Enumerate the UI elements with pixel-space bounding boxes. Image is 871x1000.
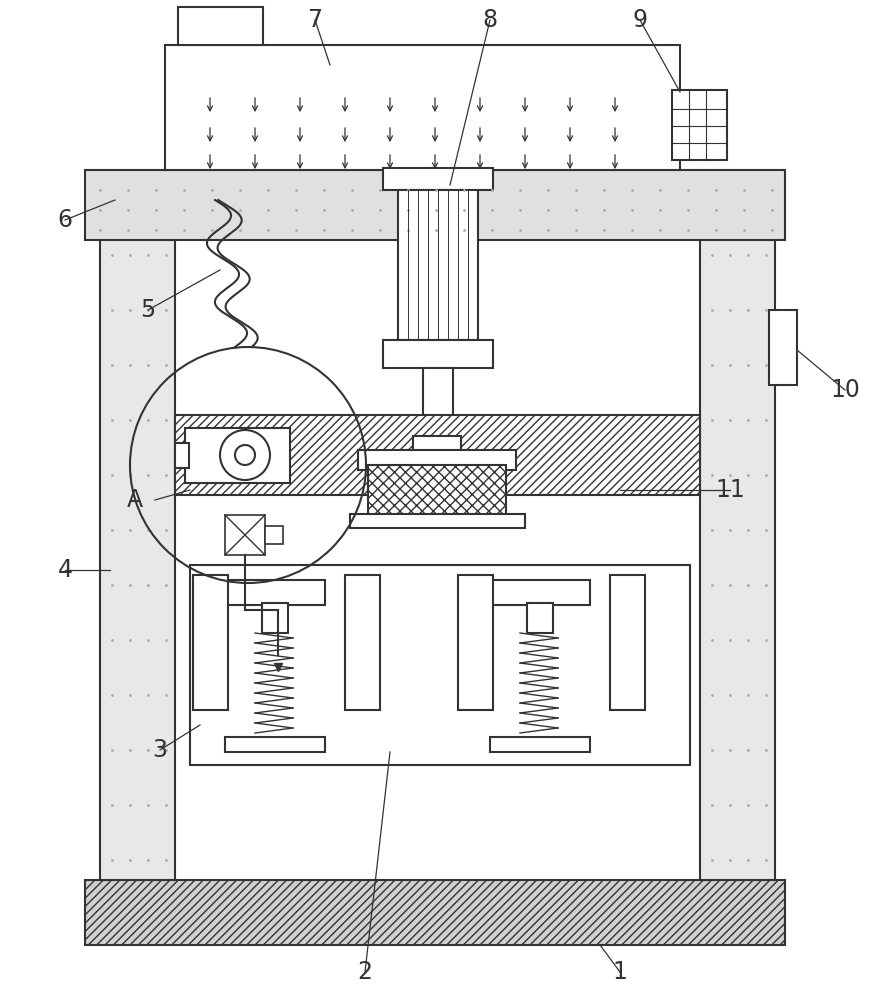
Text: 4: 4 bbox=[57, 558, 72, 582]
Bar bbox=[262, 603, 288, 633]
Bar bbox=[190, 565, 690, 765]
Text: 3: 3 bbox=[152, 738, 167, 762]
Text: 11: 11 bbox=[715, 478, 745, 502]
Circle shape bbox=[220, 430, 270, 480]
Bar bbox=[527, 603, 553, 633]
Bar bbox=[672, 90, 727, 160]
Bar bbox=[178, 7, 263, 45]
Bar bbox=[490, 737, 590, 752]
Bar bbox=[175, 443, 189, 468]
Bar bbox=[398, 190, 478, 340]
Bar bbox=[490, 580, 590, 605]
Bar bbox=[185, 428, 290, 483]
Bar bbox=[358, 450, 516, 470]
Bar bbox=[413, 436, 461, 454]
Text: 7: 7 bbox=[307, 8, 322, 32]
Text: 8: 8 bbox=[483, 8, 497, 32]
Bar bbox=[100, 185, 175, 880]
Bar bbox=[225, 737, 325, 752]
Bar bbox=[423, 368, 453, 440]
Bar bbox=[175, 415, 700, 495]
Bar bbox=[265, 526, 283, 544]
Text: 1: 1 bbox=[612, 960, 627, 984]
Bar bbox=[345, 575, 380, 710]
Bar bbox=[193, 575, 228, 710]
Bar bbox=[225, 580, 325, 605]
Text: 10: 10 bbox=[830, 378, 860, 402]
Text: 5: 5 bbox=[140, 298, 156, 322]
Bar bbox=[85, 880, 785, 945]
Text: 6: 6 bbox=[57, 208, 72, 232]
Bar bbox=[225, 515, 265, 555]
Bar bbox=[85, 170, 785, 240]
Bar bbox=[700, 185, 775, 880]
Bar bbox=[458, 575, 493, 710]
Bar bbox=[383, 340, 493, 368]
Bar bbox=[610, 575, 645, 710]
Bar bbox=[368, 465, 506, 520]
Bar bbox=[350, 514, 525, 528]
Bar bbox=[165, 45, 680, 170]
Circle shape bbox=[235, 445, 255, 465]
Bar bbox=[769, 310, 797, 385]
Text: 9: 9 bbox=[632, 8, 647, 32]
Text: 2: 2 bbox=[357, 960, 373, 984]
Text: A: A bbox=[127, 488, 143, 512]
Bar bbox=[383, 168, 493, 190]
